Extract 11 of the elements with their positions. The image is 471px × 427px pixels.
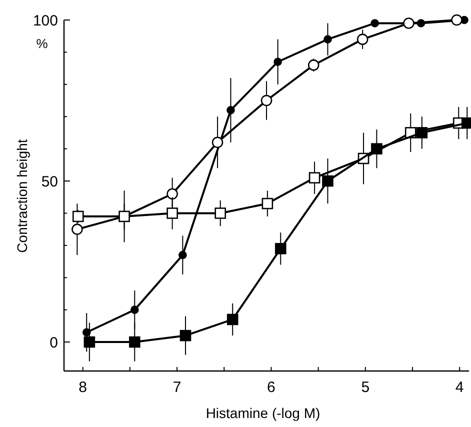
y-tick-label: 100 (32, 12, 58, 30)
x-tick-label: 5 (361, 379, 370, 396)
x-tick-label: 7 (172, 379, 182, 396)
y-tick-label: 0 (50, 334, 58, 352)
x-axis-title: Histamine (-log M) (206, 405, 320, 421)
text: % (36, 36, 48, 51)
x-tick-label: 4 (455, 379, 464, 396)
y-tick-label: 50 (41, 173, 58, 190)
x-tick-label: 8 (78, 379, 88, 396)
y-axis-title: Contraction height (14, 139, 30, 253)
x-tick-label: 6 (267, 379, 276, 396)
